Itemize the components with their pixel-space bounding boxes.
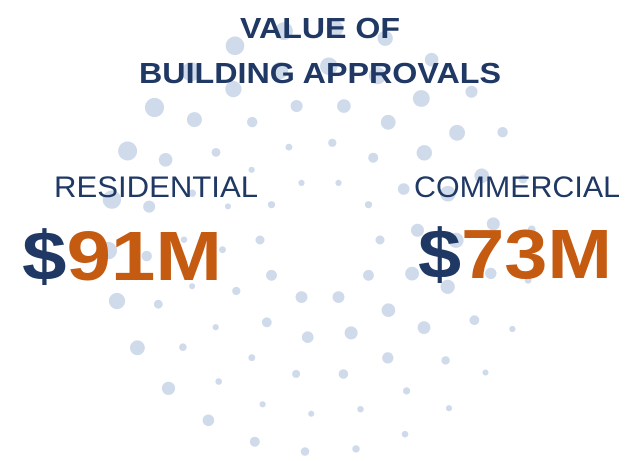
dot — [213, 324, 219, 330]
dot — [308, 411, 314, 417]
dot — [483, 370, 489, 376]
dot — [509, 326, 515, 332]
dot — [363, 270, 374, 281]
dot — [118, 142, 137, 161]
dot — [248, 354, 255, 361]
dot — [405, 267, 419, 281]
dot — [130, 340, 145, 355]
dot — [449, 125, 465, 141]
dot — [298, 180, 304, 186]
dot — [268, 201, 275, 208]
amount: 73M — [461, 215, 612, 293]
dot — [260, 401, 266, 407]
dot — [339, 369, 349, 379]
title-line: VALUE OF — [240, 13, 400, 45]
dot — [333, 291, 345, 303]
dot — [368, 153, 378, 163]
dot — [418, 321, 431, 334]
dot — [162, 382, 175, 395]
dot — [398, 183, 410, 195]
dot — [446, 405, 452, 411]
dot — [291, 100, 303, 112]
dot — [203, 415, 215, 427]
dot — [335, 180, 341, 186]
dot — [382, 303, 396, 317]
dot — [212, 148, 221, 157]
dot — [381, 115, 396, 130]
dot — [365, 201, 372, 208]
stat-value: $91M — [22, 217, 222, 295]
currency: $ — [22, 217, 66, 295]
title-line: BUILDING APPROVALS — [139, 58, 501, 90]
stat-value: $73M — [418, 215, 612, 293]
dot — [337, 99, 351, 113]
dot — [402, 431, 409, 438]
dot — [470, 315, 480, 325]
dot — [382, 352, 393, 363]
dot — [376, 236, 385, 245]
dot — [225, 203, 231, 209]
dot — [417, 145, 432, 160]
dot — [301, 447, 310, 456]
dot — [179, 343, 187, 351]
dot — [215, 378, 222, 385]
amount: 91M — [66, 217, 222, 295]
stat-label: COMMERCIAL — [414, 171, 620, 204]
dot — [357, 406, 363, 412]
dot — [159, 153, 173, 167]
infographic: VALUE OF BUILDING APPROVALS RESIDENTIAL … — [0, 0, 628, 461]
dot — [497, 127, 507, 137]
dot — [345, 326, 358, 339]
dot — [145, 98, 164, 117]
dot — [256, 236, 265, 245]
stat-label: RESIDENTIAL — [54, 171, 258, 204]
dot — [296, 291, 308, 303]
dot — [352, 445, 359, 452]
dot — [247, 117, 257, 127]
dot — [302, 331, 314, 343]
dot — [266, 270, 277, 281]
dot — [286, 144, 293, 151]
dot — [262, 317, 272, 327]
dot — [187, 112, 202, 127]
dot — [154, 300, 163, 309]
dot — [232, 287, 240, 295]
dot — [441, 356, 449, 364]
dot — [292, 370, 300, 378]
dot — [250, 437, 260, 447]
currency: $ — [418, 215, 461, 293]
dot — [403, 387, 410, 394]
dot — [413, 90, 430, 107]
dot — [109, 293, 125, 309]
dot — [328, 139, 336, 147]
